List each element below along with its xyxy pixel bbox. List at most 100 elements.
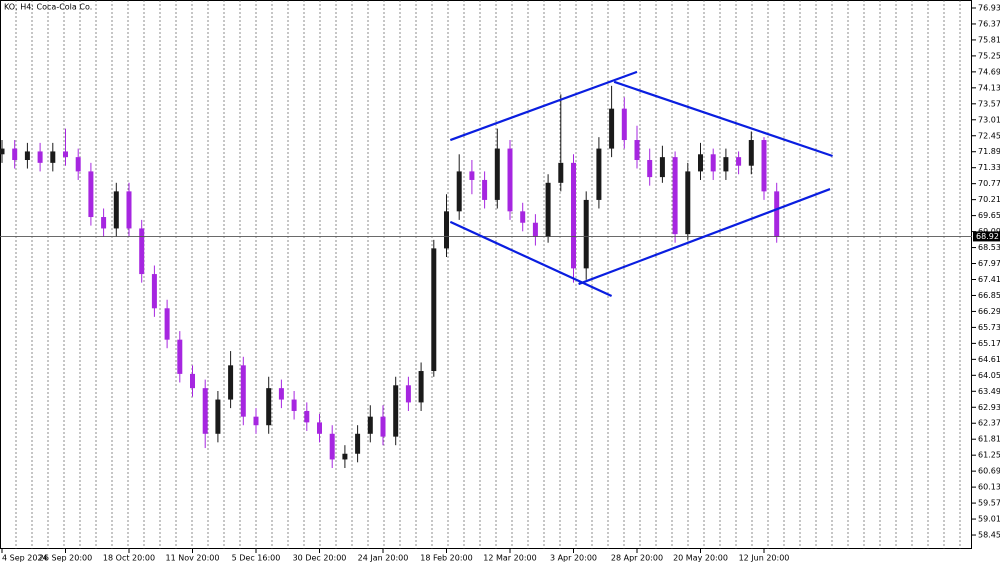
candle-body bbox=[151, 274, 157, 309]
y-tick-label: 64.61 bbox=[978, 355, 1000, 364]
y-tick-label: 66.29 bbox=[978, 307, 1000, 316]
trendline bbox=[613, 80, 833, 158]
y-tick-label: 69.65 bbox=[978, 211, 1000, 220]
x-tick-label: 5 Dec 16:00 bbox=[232, 554, 281, 563]
candle-body bbox=[75, 157, 81, 172]
y-tick-label: 58.45 bbox=[978, 531, 1000, 540]
candle-body bbox=[253, 416, 259, 426]
y-tick-label: 61.25 bbox=[978, 451, 1000, 460]
candle-body bbox=[329, 433, 335, 460]
candle-body bbox=[761, 140, 767, 192]
x-tick-label: 28 Apr 20:00 bbox=[611, 554, 663, 563]
candle-body bbox=[774, 191, 780, 237]
candle-body bbox=[380, 416, 386, 437]
candle-body bbox=[50, 151, 56, 163]
candle-body bbox=[710, 154, 716, 172]
candle-body bbox=[634, 140, 640, 160]
y-tick-label: 62.37 bbox=[978, 419, 1000, 428]
candle-body bbox=[571, 162, 576, 269]
candle-body bbox=[507, 148, 513, 212]
y-tick-label: 76.93 bbox=[978, 3, 1000, 12]
trendline bbox=[578, 188, 831, 286]
y-tick-label: 71.33 bbox=[978, 163, 1000, 172]
candle-body bbox=[202, 388, 208, 434]
trendline bbox=[449, 70, 638, 142]
candle-body bbox=[342, 453, 348, 460]
candle-body bbox=[685, 171, 691, 235]
last-price-label: 68.92 bbox=[976, 232, 999, 241]
candle-body bbox=[37, 151, 43, 163]
candle-body bbox=[482, 179, 488, 200]
x-tick-label: 18 Oct 20:00 bbox=[103, 554, 155, 563]
candle-body bbox=[736, 157, 742, 166]
candle-body bbox=[621, 108, 627, 141]
candle-body bbox=[545, 182, 551, 237]
x-tick-label: 30 Dec 20:00 bbox=[293, 554, 347, 563]
x-tick-label: 24 Jan 20:00 bbox=[358, 554, 409, 563]
candle-body bbox=[367, 416, 373, 434]
candle-body bbox=[520, 211, 526, 223]
x-tick-label: 3 Apr 20:00 bbox=[550, 554, 597, 563]
candle-body bbox=[24, 151, 30, 160]
y-tick-label: 67.41 bbox=[978, 275, 1000, 284]
y-tick-label: 64.05 bbox=[978, 371, 1000, 380]
y-tick-label: 71.89 bbox=[978, 147, 1000, 156]
y-tick-label: 74.69 bbox=[978, 67, 1000, 76]
y-tick-label: 65.17 bbox=[978, 339, 1000, 348]
y-tick-label: 59.57 bbox=[978, 499, 1000, 508]
y-tick-label: 74.13 bbox=[978, 83, 1000, 92]
candle-body bbox=[0, 148, 5, 155]
candle-body bbox=[355, 433, 361, 454]
plot-frame bbox=[0, 0, 972, 549]
chart-title: KO, H4: Coca-Cola Co. bbox=[4, 3, 92, 12]
candle-body bbox=[101, 217, 107, 229]
candle-body bbox=[444, 211, 449, 249]
x-tick-label: 20 May 20:00 bbox=[673, 554, 728, 563]
y-tick-label: 72.45 bbox=[978, 131, 1000, 140]
y-tick-label: 73.57 bbox=[978, 99, 1000, 108]
candle-body bbox=[431, 248, 437, 372]
y-tick-label: 75.25 bbox=[978, 51, 1000, 60]
y-tick-label: 68.53 bbox=[978, 243, 1000, 252]
y-tick-label: 65.73 bbox=[978, 323, 1000, 332]
candle-body bbox=[113, 191, 119, 229]
candle-body bbox=[266, 388, 272, 426]
x-tick-label: 11 Nov 20:00 bbox=[166, 554, 220, 563]
candle-body bbox=[393, 385, 399, 437]
candle-body bbox=[698, 154, 703, 172]
y-tick-label: 67.97 bbox=[978, 259, 1000, 268]
candle-body bbox=[748, 140, 754, 166]
candle-body bbox=[139, 228, 145, 275]
candle-body bbox=[228, 365, 234, 400]
candle-body bbox=[88, 171, 94, 218]
y-tick-label: 75.81 bbox=[978, 35, 1000, 44]
candle-body bbox=[177, 339, 183, 374]
y-tick-label: 73.01 bbox=[978, 115, 1000, 124]
candle-body bbox=[723, 157, 729, 172]
y-tick-label: 62.93 bbox=[978, 403, 1000, 412]
x-tick-label: 4 Sep 2024 bbox=[2, 554, 48, 563]
candle-body bbox=[558, 162, 564, 183]
trendline bbox=[449, 220, 613, 298]
candle-body bbox=[469, 171, 475, 180]
y-tick-label: 60.69 bbox=[978, 467, 1000, 476]
candle-body bbox=[418, 371, 424, 403]
candle-body bbox=[164, 308, 170, 340]
candle-body bbox=[456, 171, 462, 212]
candle-body bbox=[405, 385, 411, 403]
x-tick-label: 12 Mar 20:00 bbox=[483, 554, 536, 563]
candle-body bbox=[583, 199, 589, 269]
candle-body bbox=[12, 148, 18, 160]
candle-body bbox=[596, 148, 602, 200]
candle-body bbox=[304, 410, 310, 423]
candle-body bbox=[190, 373, 195, 389]
x-tick-label: 12 Jun 20:00 bbox=[739, 554, 790, 563]
candle-body bbox=[532, 222, 538, 237]
y-tick-label: 61.81 bbox=[978, 435, 1000, 444]
candle-body bbox=[291, 399, 297, 411]
y-tick-label: 66.85 bbox=[978, 291, 1000, 300]
candle-body bbox=[672, 157, 678, 235]
candle-body bbox=[609, 108, 615, 149]
candle-body bbox=[494, 148, 500, 200]
